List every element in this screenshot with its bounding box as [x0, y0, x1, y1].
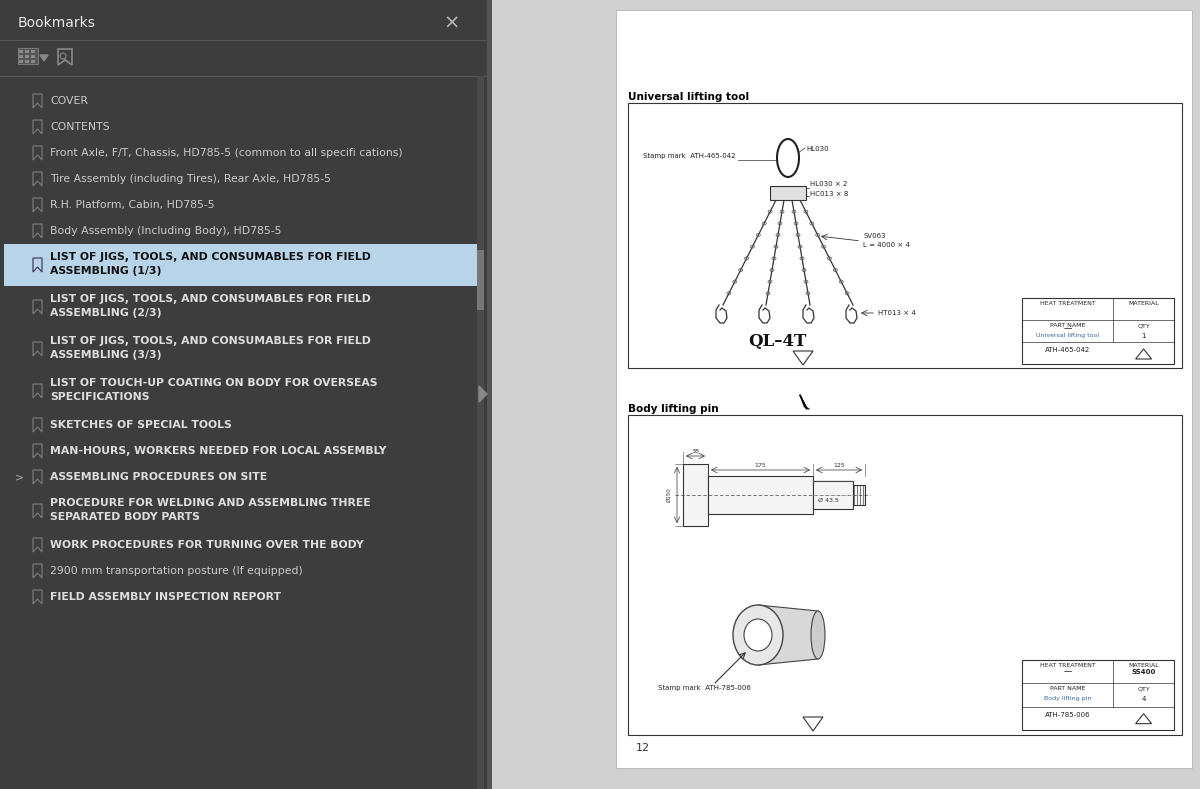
Bar [1022, 298, 1174, 364]
Text: HT013 × 4: HT013 × 4 [878, 310, 916, 316]
Text: ASSEMBLING (3/3): ASSEMBLING (3/3) [50, 350, 162, 360]
Polygon shape [40, 55, 48, 61]
Text: CONTENTS: CONTENTS [50, 122, 109, 132]
Polygon shape [479, 386, 487, 402]
Ellipse shape [733, 605, 784, 665]
Text: 12: 12 [636, 743, 650, 753]
Text: Ø 43.5: Ø 43.5 [818, 498, 839, 503]
Bar [19, 55, 23, 58]
Text: ASSEMBLING (2/3): ASSEMBLING (2/3) [50, 308, 162, 318]
Text: HEAT TREATMENT: HEAT TREATMENT [1039, 301, 1096, 306]
Bar [25, 55, 29, 58]
Text: Body lifting pin: Body lifting pin [628, 404, 719, 414]
Bar [31, 50, 35, 53]
Text: HC013 × 8: HC013 × 8 [810, 191, 848, 197]
Text: COVER: COVER [50, 96, 88, 106]
Text: PART NAME: PART NAME [1050, 686, 1085, 691]
Bar [31, 60, 35, 63]
Polygon shape [800, 395, 808, 409]
Text: 4: 4 [1141, 697, 1146, 702]
Text: Universal lifting tool: Universal lifting tool [1036, 333, 1099, 338]
Text: 125: 125 [833, 463, 845, 468]
Text: MAN-HOURS, WORKERS NEEDED FOR LOCAL ASSEMBLY: MAN-HOURS, WORKERS NEEDED FOR LOCAL ASSE… [50, 446, 386, 456]
Text: HL030 × 2: HL030 × 2 [810, 181, 847, 187]
Ellipse shape [811, 611, 826, 659]
Text: LIST OF TOUCH-UP COATING ON BODY FOR OVERSEAS: LIST OF TOUCH-UP COATING ON BODY FOR OVE… [50, 378, 378, 388]
Text: SV063: SV063 [863, 233, 886, 239]
Bar [1022, 660, 1174, 730]
Text: Universal lifting tool: Universal lifting tool [628, 92, 749, 102]
Bar [25, 50, 29, 53]
Text: HL030: HL030 [806, 146, 829, 152]
Text: Bookmarks: Bookmarks [18, 16, 96, 30]
Text: HEAT TREATMENT: HEAT TREATMENT [1039, 663, 1096, 668]
Text: WORK PROCEDURES FOR TURNING OVER THE BODY: WORK PROCEDURES FOR TURNING OVER THE BOD… [50, 540, 364, 550]
Ellipse shape [778, 139, 799, 177]
Text: SPECIFICATIONS: SPECIFICATIONS [50, 392, 150, 402]
Text: Stamp mark  ATH-465-042: Stamp mark ATH-465-042 [643, 153, 736, 159]
Text: SEPARATED BODY PARTS: SEPARATED BODY PARTS [50, 512, 200, 522]
Bar [628, 415, 1182, 735]
Polygon shape [758, 605, 818, 665]
Text: LIST OF JIGS, TOOLS, AND CONSUMABLES FOR FIELD: LIST OF JIGS, TOOLS, AND CONSUMABLES FOR… [50, 294, 371, 304]
Bar [487, 0, 1200, 789]
Text: QL–4T: QL–4T [748, 333, 806, 350]
Text: PROCEDURE FOR WELDING AND ASSEMBLING THREE: PROCEDURE FOR WELDING AND ASSEMBLING THR… [50, 498, 371, 508]
Bar [628, 103, 1182, 368]
Text: Body Assembly (Including Body), HD785-5: Body Assembly (Including Body), HD785-5 [50, 226, 282, 236]
Bar [487, 0, 492, 789]
Bar [814, 481, 853, 509]
Text: LIST OF JIGS, TOOLS, AND CONSUMABLES FOR FIELD: LIST OF JIGS, TOOLS, AND CONSUMABLES FOR… [50, 252, 371, 262]
Text: 1: 1 [1141, 333, 1146, 339]
Text: ×: × [443, 14, 460, 33]
Text: ATH-465-042: ATH-465-042 [1045, 347, 1091, 353]
Bar [0, 0, 487, 789]
Text: Front Axle, F/T, Chassis, HD785-5 (common to all specifi cations): Front Axle, F/T, Chassis, HD785-5 (commo… [50, 148, 403, 158]
Text: MATERIAL: MATERIAL [1128, 301, 1159, 306]
Text: MATERIAL: MATERIAL [1128, 663, 1159, 668]
Text: Ø150: Ø150 [666, 488, 672, 503]
Text: FIELD ASSEMBLY INSPECTION REPORT: FIELD ASSEMBLY INSPECTION REPORT [50, 592, 281, 602]
Text: —: — [1063, 324, 1072, 333]
Text: QTY: QTY [1138, 323, 1150, 328]
Text: >: > [14, 472, 24, 482]
Bar [4, 244, 482, 286]
Text: 38: 38 [691, 449, 700, 454]
Text: 2900 mm transportation posture (If equipped): 2900 mm transportation posture (If equip… [50, 566, 302, 576]
Bar [25, 60, 29, 63]
Bar [19, 60, 23, 63]
Bar [18, 48, 38, 64]
Bar [478, 250, 484, 310]
Text: ATH-785-006: ATH-785-006 [1045, 712, 1091, 718]
Text: Body lifting pin: Body lifting pin [1044, 697, 1091, 701]
Bar [683, 464, 708, 526]
Bar [708, 476, 814, 514]
Text: —: — [1063, 667, 1072, 676]
Bar [616, 10, 1192, 768]
Text: LIST OF JIGS, TOOLS, AND CONSUMABLES FOR FIELD: LIST OF JIGS, TOOLS, AND CONSUMABLES FOR… [50, 336, 371, 346]
Text: ASSEMBLING (1/3): ASSEMBLING (1/3) [50, 266, 161, 276]
Text: L = 4000 × 4: L = 4000 × 4 [863, 242, 910, 248]
Text: 175: 175 [755, 463, 767, 468]
Bar [31, 55, 35, 58]
Bar [19, 50, 23, 53]
Text: ASSEMBLING PROCEDURES ON SITE: ASSEMBLING PROCEDURES ON SITE [50, 472, 268, 482]
Bar [770, 186, 806, 200]
Text: QTY: QTY [1138, 686, 1150, 691]
Bar [478, 76, 484, 789]
Text: SKETCHES OF SPECIAL TOOLS: SKETCHES OF SPECIAL TOOLS [50, 420, 232, 430]
Text: R.H. Platform, Cabin, HD785-5: R.H. Platform, Cabin, HD785-5 [50, 200, 215, 210]
Text: SS400: SS400 [1132, 668, 1156, 675]
Ellipse shape [744, 619, 772, 651]
Text: Tire Assembly (including Tires), Rear Axle, HD785-5: Tire Assembly (including Tires), Rear Ax… [50, 174, 331, 184]
Text: PART NAME: PART NAME [1050, 323, 1085, 328]
Text: Stamp mark  ATH-785-006: Stamp mark ATH-785-006 [658, 685, 751, 691]
Bar [853, 485, 865, 505]
